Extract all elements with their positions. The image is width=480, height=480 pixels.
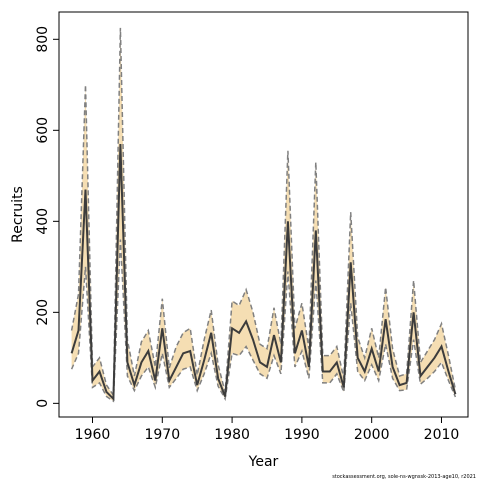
y-axis: 0 200 400 600 800 — [35, 26, 59, 408]
x-tick-label: 2000 — [354, 427, 390, 443]
x-tick-label: 1960 — [75, 427, 111, 443]
x-tick-label: 1990 — [284, 427, 320, 443]
x-tick-label: 2010 — [424, 427, 460, 443]
x-axis-label: Year — [248, 454, 279, 470]
credit-text: stockassessment.org, sole-ns-wgnssk-2013… — [332, 474, 476, 480]
y-axis-label: Recruits — [10, 186, 26, 243]
series-lines — [70, 27, 457, 403]
y-tick-label: 600 — [35, 117, 51, 144]
y-tick-label: 0 — [35, 399, 51, 408]
y-tick-label: 800 — [35, 26, 51, 53]
y-tick-label: 400 — [35, 208, 51, 235]
estimate-line — [70, 143, 457, 402]
upper-bound-line — [70, 27, 457, 398]
plot-frame — [58, 11, 469, 418]
x-axis: 1960 1970 1980 1990 2000 2010 — [75, 417, 460, 443]
x-tick-label: 1970 — [144, 427, 180, 443]
y-tick-label: 200 — [35, 299, 51, 326]
x-tick-label: 1980 — [214, 427, 250, 443]
lower-bound-line — [70, 239, 457, 403]
